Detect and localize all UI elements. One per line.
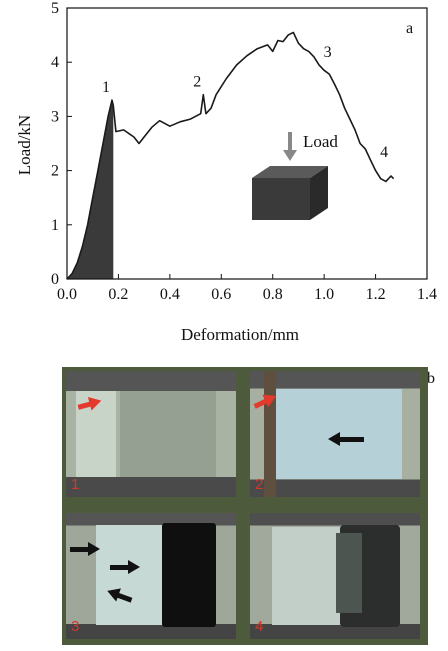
load-deformation-chart: 0.0 0.2 0.4 0.6 0.8 1.0 1.2 1.4 0 1 2 3 4 5 1 2 3 4 a Lo… [15, 0, 437, 344]
photo-label-2: 2 [255, 476, 264, 493]
photo-cell-3: 3 [66, 513, 236, 639]
specimen-photo-panel: 1 2 3 4 [62, 367, 428, 645]
point-label-3: 3 [324, 44, 332, 61]
black-arrow-icon [110, 560, 140, 574]
fill-group [67, 100, 114, 279]
black-arrow-icon [328, 432, 364, 446]
x-axis-label: Deformation/mm [181, 325, 299, 344]
panel-a-label: a [406, 20, 413, 37]
x-tick-label: 1.4 [417, 286, 437, 303]
x-tick-label: 1.0 [314, 286, 334, 303]
point-label-1: 1 [102, 79, 110, 96]
point-label-group: 1 2 3 4 [102, 44, 388, 161]
panel-b-label: b [427, 370, 435, 387]
photo-label-4: 4 [255, 618, 264, 635]
block-top [252, 166, 328, 178]
x-tick-label: 0.4 [160, 286, 180, 303]
y-tick-label: 1 [51, 217, 59, 234]
y-tick-label: 0 [51, 271, 59, 288]
photo-cell-1: 1 [66, 371, 236, 497]
plot-frame [66, 7, 428, 280]
y-tick-label: 5 [51, 0, 59, 17]
photo-label-3: 3 [71, 618, 80, 635]
block-side [310, 166, 328, 220]
point-label-4: 4 [380, 144, 388, 161]
point-label-2: 2 [193, 74, 201, 91]
photo-label-1: 1 [71, 476, 80, 493]
axes-group: 0.0 0.2 0.4 0.6 0.8 1.0 1.2 1.4 0 1 2 3 4 5 [51, 0, 437, 303]
load-arrow-shaft [288, 132, 292, 152]
x-tick-label: 1.2 [366, 286, 386, 303]
y-tick-label: 4 [51, 54, 59, 71]
load-inset: Load [252, 132, 338, 220]
x-tick-label: 0.6 [211, 286, 231, 303]
load-arrow-head [283, 150, 297, 161]
load-annotation: Load [303, 132, 338, 151]
filled-area [67, 100, 114, 279]
black-arrow-icon [70, 542, 100, 556]
photo-cell-4: 4 [250, 513, 420, 639]
x-tick-label: 0.8 [263, 286, 283, 303]
block-front [252, 178, 310, 220]
x-tick-label: 0.0 [57, 286, 77, 303]
y-tick-label: 3 [51, 108, 59, 125]
photo-cell-2: 2 [250, 371, 420, 497]
data-line [66, 31, 395, 280]
x-tick-label: 0.2 [108, 286, 128, 303]
y-axis-label: Load/kN [15, 115, 34, 175]
y-tick-label: 2 [51, 163, 59, 180]
